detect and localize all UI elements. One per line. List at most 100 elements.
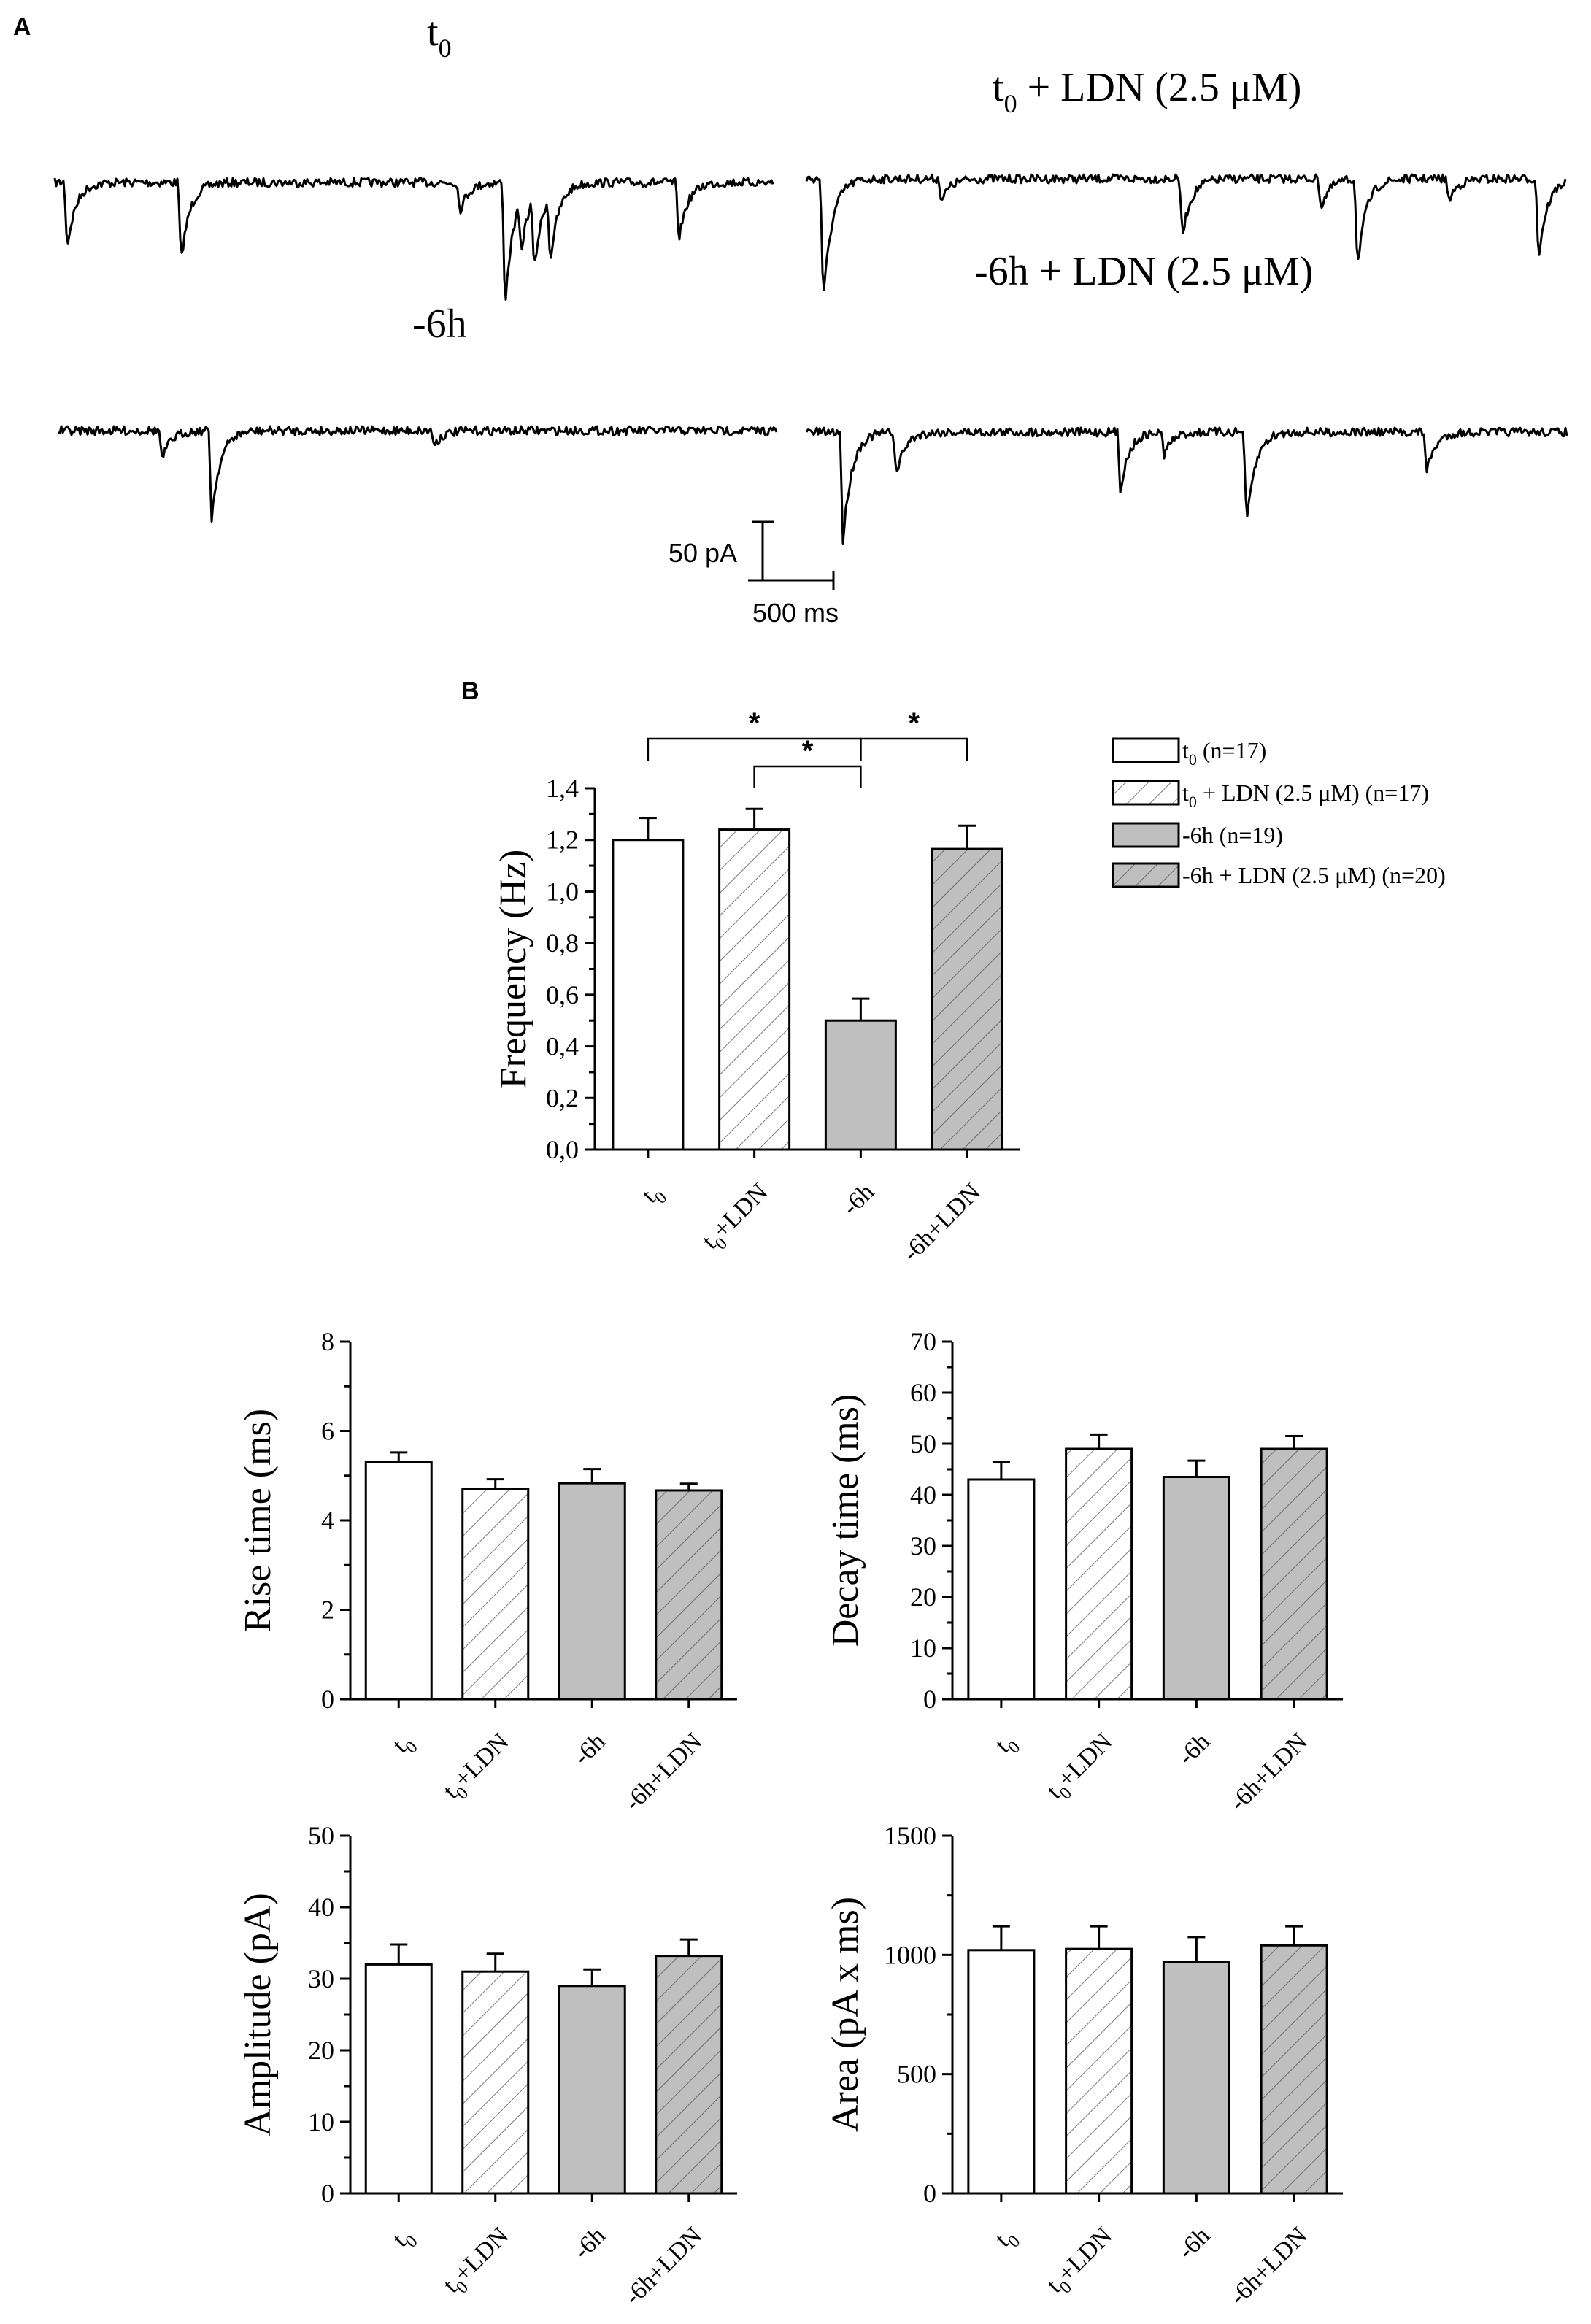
y-tick-label: 30 (308, 1964, 334, 1993)
bar-6h-ldn (931, 847, 1003, 1151)
y-tick-label: 0 (321, 2179, 334, 2208)
bar-t0 (364, 1963, 433, 2195)
significance-star: * (908, 707, 920, 739)
y-tick-label: 60 (910, 1378, 936, 1407)
decay-time-chart: 0 10 20 30 40 50 60 70 Decay time (ms) t0 t0+LDN -6… (825, 1327, 1343, 1817)
current-trace-t0 (53, 177, 774, 301)
scale-bar-current-label: 50 pA (669, 538, 737, 568)
y-tick-label: 6 (321, 1417, 334, 1446)
frequency-chart: 0,0 0,2 0,4 0,6 0,8 1,0 1,2 1,4 Frequency (Hz) t0… (493, 707, 1020, 1267)
y-tick-label: 1000 (884, 1940, 936, 1969)
bar-6h-ldn (1260, 1447, 1328, 1701)
y-tick-label: 2 (321, 1596, 334, 1625)
legend-swatch (1112, 780, 1180, 806)
panel-b-letter: B (461, 677, 479, 705)
legend-label: -6h + LDN (2.5 μM) (n=20) (1182, 862, 1446, 888)
panel-a-letter: A (13, 13, 31, 41)
y-tick-label: 1,0 (546, 877, 579, 906)
legend-entry-6h-ldn: -6h + LDN (2.5 μM) (n=20) (1112, 862, 1446, 888)
bar-6h (1162, 1961, 1230, 2195)
scale-bar: 50 pA 500 ms (669, 520, 839, 628)
legend-entry-6h: -6h (n=19) (1112, 822, 1283, 848)
legend-swatch (1112, 737, 1180, 763)
category-label-6h-ldn: -6h+LDN (619, 2222, 707, 2310)
y-tick-label: 10 (910, 1634, 936, 1663)
category-label-6h: -6h (569, 2222, 611, 2264)
category-label-6h: -6h (837, 1178, 879, 1220)
bar-t0 (967, 1949, 1036, 2195)
bar-t0-ldn (718, 828, 791, 1151)
bar-t0 (967, 1478, 1036, 1701)
y-tick-label: 8 (321, 1327, 334, 1356)
y-tick-label: 4 (321, 1506, 334, 1535)
y-axis-label: Amplitude (pA) (237, 1893, 279, 2136)
bar-t0-ldn (1065, 1947, 1133, 2195)
category-label-6h-ldn: -6h+LDN (619, 1728, 707, 1816)
amplitude-chart: 0 10 20 30 40 50 Amplitude (pA) t0 t0+LDN -6h -6h+… (237, 1821, 737, 2311)
category-label-t0: t0 (990, 1728, 1024, 1762)
y-tick-label: 0,8 (546, 928, 579, 958)
significance-bracket (860, 737, 968, 761)
significance-star: * (749, 707, 760, 739)
legend-entry-t0: t0 (n=17) (1112, 737, 1266, 769)
trace-label-t0-ldn: t0 + LDN (2.5 μM) (993, 65, 1301, 118)
category-label-t0-ldn: t0+LDN (438, 2222, 518, 2302)
significance-bracket (647, 737, 862, 761)
trace-label-6h: -6h (412, 301, 467, 347)
category-label-t0: t0 (388, 1728, 422, 1762)
y-tick-label: 0 (923, 2179, 936, 2208)
y-tick-label: 0 (923, 1685, 936, 1714)
category-label-t0-ldn: t0+LDN (1041, 1728, 1122, 1808)
legend: t0 (n=17) t0 + LDN (2.5 μM) (n=17) -6h (… (1112, 737, 1446, 888)
current-trace-6h-ldn (805, 426, 1568, 545)
bar-t0 (364, 1461, 433, 1701)
y-tick-label: 0 (321, 1685, 334, 1714)
y-tick-label: 30 (910, 1531, 936, 1561)
bar-6h (558, 1482, 626, 1701)
y-axis-label: Area (pA x ms) (825, 1897, 866, 2132)
bar-6h (1162, 1476, 1230, 1701)
y-tick-label: 50 (308, 1821, 334, 1850)
y-axis-label: Rise time (ms) (237, 1409, 279, 1632)
trace-label-t0: t0 (427, 9, 452, 63)
y-tick-label: 40 (308, 1893, 334, 1922)
bar-6h-ldn (655, 1489, 723, 1701)
current-trace-t0-ldn (805, 173, 1567, 291)
current-trace-6h (58, 425, 778, 523)
y-tick-label: 70 (910, 1327, 936, 1356)
category-label-6h: -6h (1173, 2222, 1215, 2264)
category-label-6h: -6h (1173, 1728, 1215, 1770)
y-tick-label: 20 (308, 2036, 334, 2065)
y-tick-label: 0,4 (546, 1032, 579, 1061)
y-tick-label: 1,4 (546, 774, 579, 803)
legend-swatch (1112, 862, 1180, 888)
category-label-6h-ldn: -6h+LDN (1225, 1728, 1313, 1816)
bar-6h (824, 1019, 897, 1151)
trace-label-6h-ldn: -6h + LDN (2.5 μM) (974, 249, 1313, 294)
category-label-6h-ldn: -6h+LDN (1225, 2222, 1313, 2310)
y-tick-label: 0,6 (546, 980, 579, 1009)
y-tick-label: 500 (897, 2060, 936, 2089)
y-tick-label: 0,0 (546, 1135, 579, 1164)
y-axis-label: Frequency (Hz) (493, 850, 534, 1089)
y-tick-label: 50 (910, 1429, 936, 1458)
significance-star: * (802, 735, 814, 767)
bar-6h (558, 1985, 626, 2195)
category-label-t0: t0 (388, 2222, 422, 2256)
category-label-t0-ldn: t0+LDN (1041, 2222, 1122, 2302)
bar-t0-ldn (461, 1488, 530, 1701)
category-label-t0-ldn: t0+LDN (697, 1178, 777, 1258)
bar-t0 (612, 839, 685, 1151)
legend-label: -6h (n=19) (1182, 822, 1283, 848)
category-label-6h-ldn: -6h+LDN (898, 1178, 986, 1266)
legend-label: t0 (n=17) (1182, 737, 1266, 769)
significance-bracket (753, 765, 862, 788)
category-label-t0: t0 (990, 2222, 1024, 2256)
y-tick-label: 1,2 (546, 826, 579, 855)
bar-t0-ldn (461, 1970, 530, 2195)
category-label-t0-ldn: t0+LDN (438, 1728, 518, 1808)
legend-label: t0 + LDN (2.5 μM) (n=17) (1182, 780, 1429, 811)
y-tick-label: 1500 (884, 1821, 936, 1850)
category-label-t0: t0 (636, 1178, 671, 1212)
